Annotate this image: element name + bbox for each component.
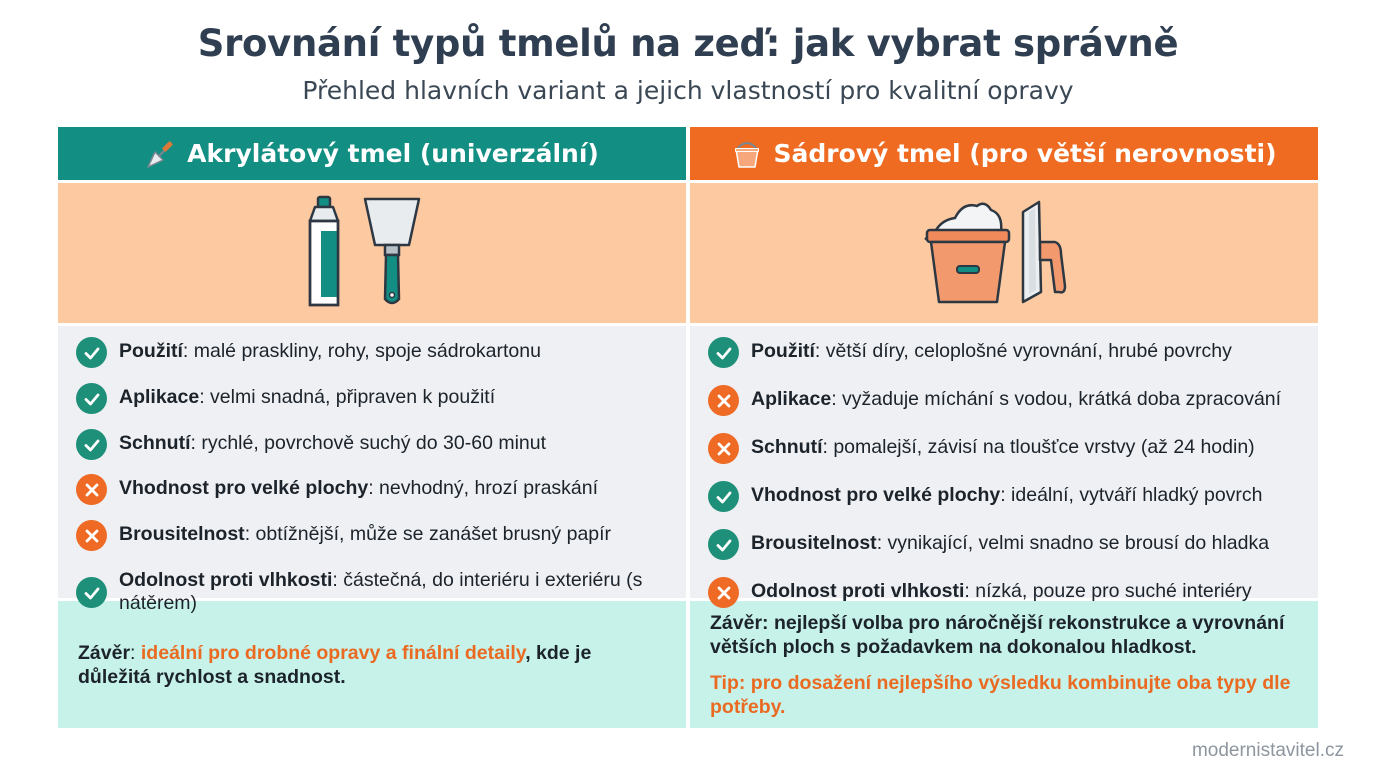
bucket-icon (735, 141, 760, 168)
property-label: Aplikace (751, 388, 832, 410)
check-icon (708, 529, 739, 560)
property-label: Aplikace (119, 386, 200, 408)
cross-icon (708, 385, 739, 416)
conclusion-colon: : (130, 641, 141, 664)
conclusion-rest: , kde je důležitá rychlost a snadnost. (78, 641, 592, 688)
gypsum-header: Sádrový tmel (pro větší nerovnosti) (690, 127, 1318, 180)
gypsum-conclusion: Závěr: nejlepší volba pro náročnější rek… (690, 601, 1318, 728)
gypsum-property-large-areas: Vhodnost pro velké plochy: ideální, vytv… (708, 481, 1300, 512)
site-credit: modernistavitel.cz (1191, 740, 1344, 761)
property-text: : ideální, vytváří hladký povrch (1000, 484, 1263, 506)
conclusion-label: Závěr (78, 641, 131, 664)
gypsum-tip: Tip: pro dosažení nejlepšího výsledku ko… (710, 672, 1291, 718)
page-subtitle: Přehled hlavních variant a jejich vlastn… (302, 76, 1074, 105)
acrylic-header: Akrylátový tmel (univerzální) (58, 127, 686, 180)
acrylic-header-title: Akrylátový tmel (univerzální) (187, 139, 599, 168)
gypsum-illustration (690, 183, 1318, 323)
gypsum-property-moisture: Odolnost proti vlhkosti: nízká, pouze pr… (708, 577, 1300, 608)
property-text: : malé praskliny, rohy, spoje sádrokarto… (182, 340, 541, 362)
gypsum-property-drying: Schnutí: pomalejší, závisí na tloušťce v… (708, 433, 1300, 464)
gypsum-conclusion-text: Závěr: nejlepší volba pro náročnější rek… (710, 612, 1285, 658)
conclusion-highlight: ideální pro drobné opravy a finální deta… (140, 641, 526, 664)
property-text: : větší díry, celoplošné vyrovnání, hrub… (814, 340, 1232, 362)
check-icon (76, 429, 107, 460)
check-icon (76, 337, 107, 368)
property-text: : vynikající, velmi snadno se brousí do … (876, 532, 1270, 554)
gypsum-property-sandability: Brousitelnost: vynikající, velmi snadno … (708, 529, 1300, 560)
gypsum-property-application: Aplikace: vyžaduje míchání s vodou, krát… (708, 385, 1300, 416)
acrylic-property-drying: Schnutí: rychlé, povrchově suchý do 30-6… (76, 429, 668, 460)
check-icon (708, 481, 739, 512)
property-label: Brousitelnost (751, 532, 877, 554)
gypsum-property-usage: Použití: větší díry, celoplošné vyrovnán… (708, 337, 1300, 368)
property-text: : obtížnější, může se zanášet brusný pap… (244, 523, 612, 545)
property-text: : pomalejší, závisí na tloušťce vrstvy (… (822, 436, 1255, 458)
property-label: Brousitelnost (119, 523, 245, 545)
check-icon (76, 577, 107, 608)
property-label: Odolnost proti vlhkosti (751, 580, 965, 602)
check-icon (76, 383, 107, 414)
property-text: : nízká, pouze pro suché interiéry (964, 580, 1252, 602)
acrylic-illustration (58, 183, 686, 323)
cross-icon (76, 520, 107, 551)
gypsum-properties: Použití: větší díry, celoplošné vyrovnán… (690, 326, 1318, 608)
property-label: Použití (119, 340, 183, 362)
acrylic-property-application: Aplikace: velmi snadná, připraven k použ… (76, 383, 668, 414)
property-label: Použití (751, 340, 815, 362)
tube-and-putty-knife-icon (308, 195, 421, 307)
gypsum-column: Sádrový tmel (pro větší nerovnosti) Použ… (690, 127, 1318, 728)
property-label: Schnutí (119, 432, 191, 454)
cross-icon (708, 577, 739, 608)
property-text: : nevhodný, hrozí praskání (368, 477, 599, 499)
gypsum-header-title: Sádrový tmel (pro větší nerovnosti) (773, 139, 1277, 168)
acrylic-properties: Použití: malé praskliny, rohy, spoje sád… (58, 326, 686, 614)
acrylic-property-large-areas: Vhodnost pro velké plochy: nevhodný, hro… (76, 474, 668, 505)
acrylic-conclusion: Závěr: ideální pro drobné opravy a finál… (58, 601, 686, 728)
property-label: Odolnost proti vlhkosti (119, 569, 333, 591)
bucket-and-trowel-icon (924, 200, 1067, 304)
cross-icon (708, 433, 739, 464)
trowel-icon (147, 140, 173, 168)
property-label: Vhodnost pro velké plochy (751, 484, 1001, 506)
acrylic-column: Akrylátový tmel (univerzální) Použití: m… (58, 127, 686, 728)
acrylic-property-usage: Použití: malé praskliny, rohy, spoje sád… (76, 337, 668, 368)
property-text: : rychlé, povrchově suchý do 30-60 minut (190, 432, 547, 454)
acrylic-property-moisture: Odolnost proti vlhkosti: částečná, do in… (76, 569, 668, 615)
cross-icon (76, 474, 107, 505)
property-text: : částečná, do interiéru i exteriéru (s … (119, 569, 643, 614)
property-text: : vyžaduje míchání s vodou, krátká doba … (831, 388, 1282, 410)
property-text: : velmi snadná, připraven k použití (199, 386, 496, 408)
acrylic-property-sandability: Brousitelnost: obtížnější, může se zanáš… (76, 520, 668, 551)
page-title: Srovnání typů tmelů na zeď: jak vybrat s… (197, 22, 1179, 65)
property-label: Vhodnost pro velké plochy (119, 477, 369, 499)
check-icon (708, 337, 739, 368)
property-label: Schnutí (751, 436, 823, 458)
